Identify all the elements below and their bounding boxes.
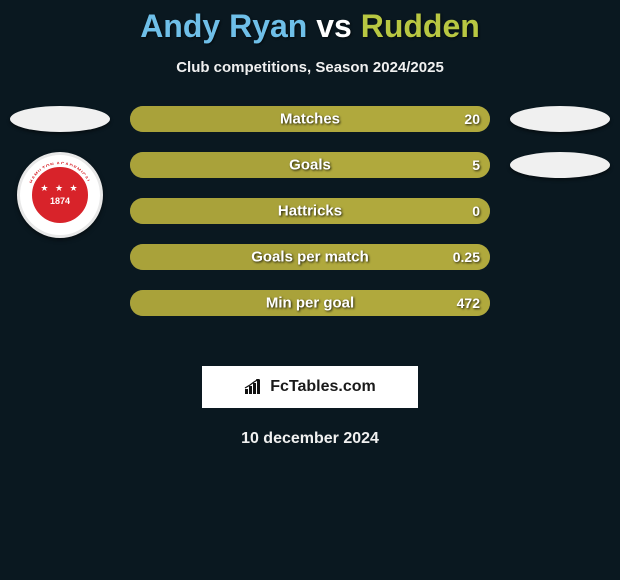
left-column: HAMILTON ACADEMICAL FOOTBALL CLUB ★ ★ ★ … xyxy=(0,106,120,238)
stat-row: Hattricks 0 xyxy=(130,198,490,224)
brand-box: FcTables.com xyxy=(202,366,418,408)
player2-name: Rudden xyxy=(361,8,480,44)
club-inner-disc: ★ ★ ★ 1874 xyxy=(29,164,91,226)
stat-row: Goals per match 0.25 xyxy=(130,244,490,270)
club-year: 1874 xyxy=(50,196,70,206)
stat-bars: Matches 20 Goals 5 Hattricks 0 Goals per match… xyxy=(130,106,490,316)
stat-label: Hattricks xyxy=(278,203,342,220)
right-column xyxy=(500,106,620,178)
root: Andy Ryan vs Rudden Club competitions, S… xyxy=(0,0,620,448)
stat-value-right: 0 xyxy=(472,203,480,219)
brand-name: FcTables.com xyxy=(270,378,376,396)
vs-text: vs xyxy=(316,8,352,44)
stat-label: Goals xyxy=(289,157,331,174)
stat-value-right: 472 xyxy=(457,295,480,311)
stat-value-right: 20 xyxy=(464,111,480,127)
stat-label: Min per goal xyxy=(266,295,354,312)
stat-label: Matches xyxy=(280,111,340,128)
player2-photo-placeholder xyxy=(510,106,610,132)
player1-club-badge: HAMILTON ACADEMICAL FOOTBALL CLUB ★ ★ ★ … xyxy=(17,152,103,238)
comparison-arena: HAMILTON ACADEMICAL FOOTBALL CLUB ★ ★ ★ … xyxy=(0,106,620,336)
stat-value-right: 0.25 xyxy=(453,249,480,265)
player2-club-placeholder xyxy=(510,152,610,178)
stat-value-right: 5 xyxy=(472,157,480,173)
brand-chart-icon xyxy=(244,379,264,395)
subtitle: Club competitions, Season 2024/2025 xyxy=(0,59,620,76)
date-text: 10 december 2024 xyxy=(0,430,620,448)
stat-row: Min per goal 472 xyxy=(130,290,490,316)
stat-row: Goals 5 xyxy=(130,152,490,178)
player1-name: Andy Ryan xyxy=(140,8,307,44)
club-stars-icon: ★ ★ ★ xyxy=(40,184,79,193)
player1-photo-placeholder xyxy=(10,106,110,132)
stat-label: Goals per match xyxy=(251,249,369,266)
stat-row: Matches 20 xyxy=(130,106,490,132)
page-title: Andy Ryan vs Rudden xyxy=(0,8,620,45)
